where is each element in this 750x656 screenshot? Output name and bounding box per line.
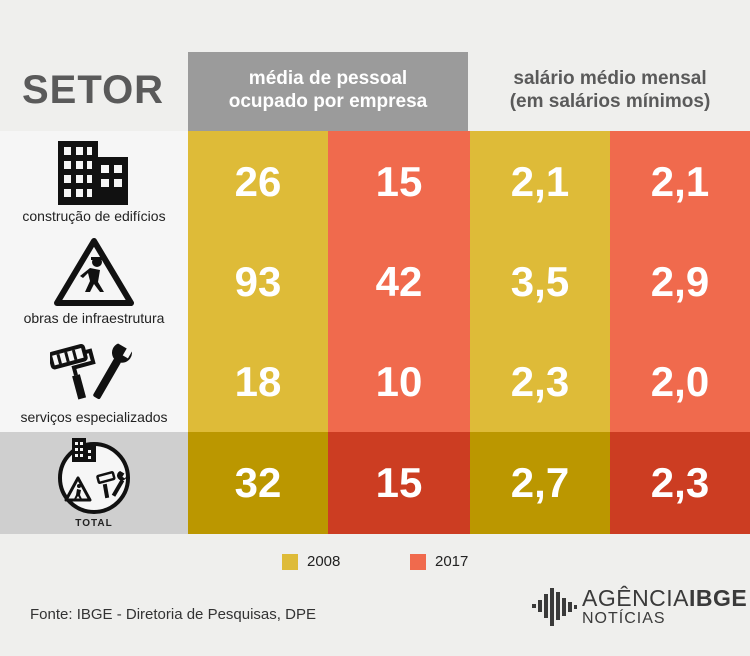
row-label: obras de infraestrutura [23, 310, 165, 326]
total-data-cell: 2,7 [470, 432, 610, 534]
brand-subtitle: NOTÍCIAS [582, 610, 666, 627]
column-group-header-line: salário médio mensal [513, 68, 707, 89]
legend-label-2017: 2017 [435, 553, 469, 570]
data-cell: 18 [188, 332, 328, 432]
data-cell: 26 [188, 131, 328, 232]
data-cell: 2,1 [470, 131, 610, 232]
data-cell: 42 [328, 232, 470, 332]
column-group-header-salary: salário médio mensal (em salários mínimo… [470, 67, 750, 113]
data-cell: 2,0 [610, 332, 750, 432]
data-cell: 2,1 [610, 131, 750, 232]
brand-block: AGÊNCIAIBGE NOTÍCIAS [582, 586, 747, 628]
data-cell: 2,3 [470, 332, 610, 432]
data-cell: 93 [188, 232, 328, 332]
brand-name-part2: IBGE [689, 585, 748, 611]
data-cell: 10 [328, 332, 470, 432]
column-group-header-line: média de pessoal [248, 68, 408, 89]
column-group-header-line: ocupado por empresa [228, 91, 428, 112]
total-data-cell: 32 [188, 432, 328, 534]
total-row-label: TOTAL [75, 518, 113, 529]
row-label: construção de edifícios [22, 208, 166, 224]
data-cell: 3,5 [470, 232, 610, 332]
legend-swatch-2008 [282, 554, 298, 570]
data-cell: 2,9 [610, 232, 750, 332]
brand-name-part1: AGÊNCIA [582, 585, 690, 611]
ibge-logo-icon [532, 588, 577, 626]
brand-name: AGÊNCIAIBGE [582, 586, 747, 610]
column-group-header-line: (em salários mínimos) [509, 91, 711, 112]
building-icon [58, 141, 128, 205]
legend-label-2008: 2008 [307, 553, 341, 570]
table-title: SETOR [22, 68, 165, 112]
source-note: Fonte: IBGE - Diretoria de Pesquisas, DP… [30, 606, 316, 623]
legend-swatch-2017 [410, 554, 426, 570]
worker-sign-icon [54, 238, 134, 306]
total-data-cell: 15 [328, 432, 470, 534]
row-label: serviços especializados [20, 409, 168, 425]
column-group-header-staff: média de pessoal ocupado por empresa [188, 67, 468, 113]
total-data-cell: 2,3 [610, 432, 750, 534]
total-icon [58, 438, 130, 514]
header-highlight-box [188, 52, 468, 131]
roller-wrench-icon [50, 343, 132, 400]
data-cell: 15 [328, 131, 470, 232]
